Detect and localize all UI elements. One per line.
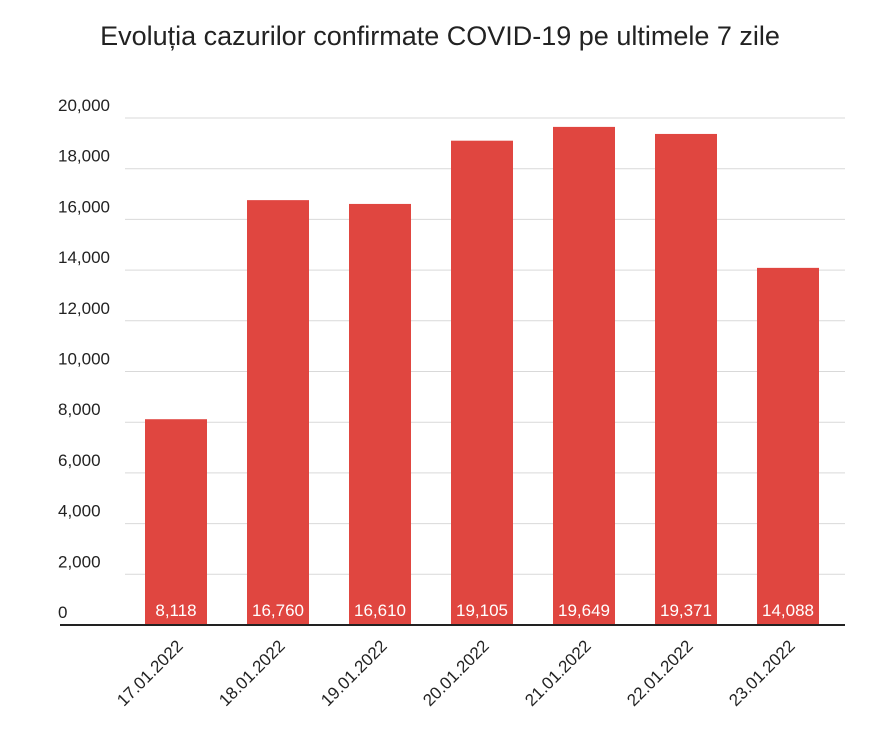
- x-tick-label: 17.01.2022: [113, 636, 187, 710]
- value-label: 8,118: [155, 601, 196, 620]
- y-tick-label: 18,000: [58, 147, 110, 166]
- bar: [655, 133, 717, 626]
- y-tick-label: 16,000: [58, 197, 110, 216]
- bar: [757, 267, 819, 625]
- bar: [451, 140, 513, 626]
- value-label: 19,105: [456, 601, 508, 620]
- y-tick-label: 12,000: [58, 299, 110, 318]
- bar: [247, 200, 309, 625]
- y-tick-label: 8,000: [58, 400, 101, 419]
- y-tick-label: 4,000: [58, 502, 101, 521]
- value-label: 16,760: [252, 601, 304, 620]
- x-tick-label: 21.01.2022: [521, 636, 595, 710]
- bar: [145, 419, 207, 625]
- bar: [349, 203, 411, 625]
- x-tick-label: 20.01.2022: [419, 636, 493, 710]
- bar: [553, 126, 615, 625]
- value-label: 19,371: [660, 601, 712, 620]
- y-tick-label: 6,000: [58, 451, 101, 470]
- x-tick-label: 22.01.2022: [623, 636, 697, 710]
- y-tick-label: 2,000: [58, 552, 101, 571]
- chart-title: Evoluția cazurilor confirmate COVID-19 p…: [100, 21, 780, 51]
- y-tick-label: 10,000: [58, 350, 110, 369]
- x-tick-label: 18.01.2022: [215, 636, 289, 710]
- value-label: 14,088: [762, 601, 814, 620]
- value-label: 16,610: [354, 601, 406, 620]
- x-tick-label: 19.01.2022: [317, 636, 391, 710]
- x-tick-label: 23.01.2022: [725, 636, 799, 710]
- y-tick-label: 20,000: [58, 96, 110, 115]
- value-label: 19,649: [558, 601, 610, 620]
- y-tick-label: 0: [58, 603, 67, 622]
- y-tick-label: 14,000: [58, 248, 110, 267]
